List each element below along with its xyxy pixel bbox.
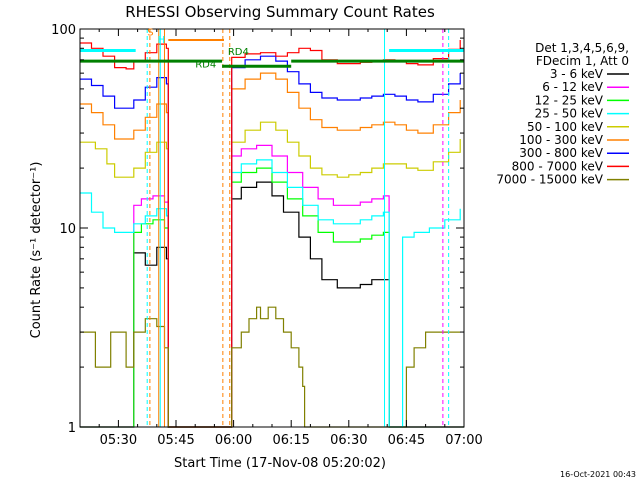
x-tick-label-0: 05:30 [100,433,137,448]
annotations-layer: SH RD4 RD4 [147,27,249,70]
legend-label-3: 25 - 50 keV [535,107,604,121]
x-tick-label-6: 07:00 [445,433,482,448]
y-axis-label: Count Rate (s⁻¹ detector⁻¹) [29,162,44,339]
legend-label-0: 3 - 6 keV [550,67,604,81]
x-axis-label: Start Time (17-Nov-08 05:20:02) [174,456,386,471]
legend-header-line-2: FDecim 1, Att 0 [536,54,629,68]
legend-header-line-1: Det 1,3,4,5,6,9, [535,41,629,55]
series-layer [80,40,464,428]
legend-label-2: 12 - 25 keV [535,93,604,107]
y-tick-label-2: 100 [51,23,76,38]
series-line-4 [80,121,461,428]
footer-timestamp: 16-Oct-2021 00:43 [560,470,636,479]
series-line-1 [80,144,464,428]
x-tick-label-3: 06:15 [272,433,309,448]
y-tick-label-1: 10 [59,222,76,237]
series-line-3 [80,159,461,428]
x-tick-label-1: 05:45 [157,433,194,448]
annotation-3: RD4 [228,47,249,58]
series-line-0 [80,181,464,428]
x-tick-label-5: 06:45 [388,433,425,448]
legend-label-8: 7000 - 15000 keV [496,173,603,187]
series-line-2 [80,167,464,428]
annotation-0: S [147,27,153,38]
series-line-5 [80,72,461,428]
annotation-1: H [158,35,166,46]
x-tick-label-2: 06:00 [215,433,252,448]
legend-label-5: 100 - 300 keV [519,133,603,147]
legend-label-4: 50 - 100 keV [527,120,604,134]
annotation-2: RD4 [195,60,216,71]
overlay-layer [80,29,464,427]
legend-label-7: 800 - 7000 keV [512,159,604,173]
legend: Det 1,3,4,5,6,9, FDecim 1, Att 0 3 - 6 k… [496,41,629,187]
x-tick-label-4: 06:30 [330,433,367,448]
y-tick-label-0: 1 [68,421,76,436]
axes-layer: 05:30 05:45 06:00 06:15 06:30 06:45 07:00 1 10 10… [51,23,483,448]
chart-title: RHESSI Observing Summary Count Rates [125,3,435,21]
legend-label-6: 300 - 800 keV [519,146,603,160]
legend-label-1: 6 - 12 keV [542,80,604,94]
